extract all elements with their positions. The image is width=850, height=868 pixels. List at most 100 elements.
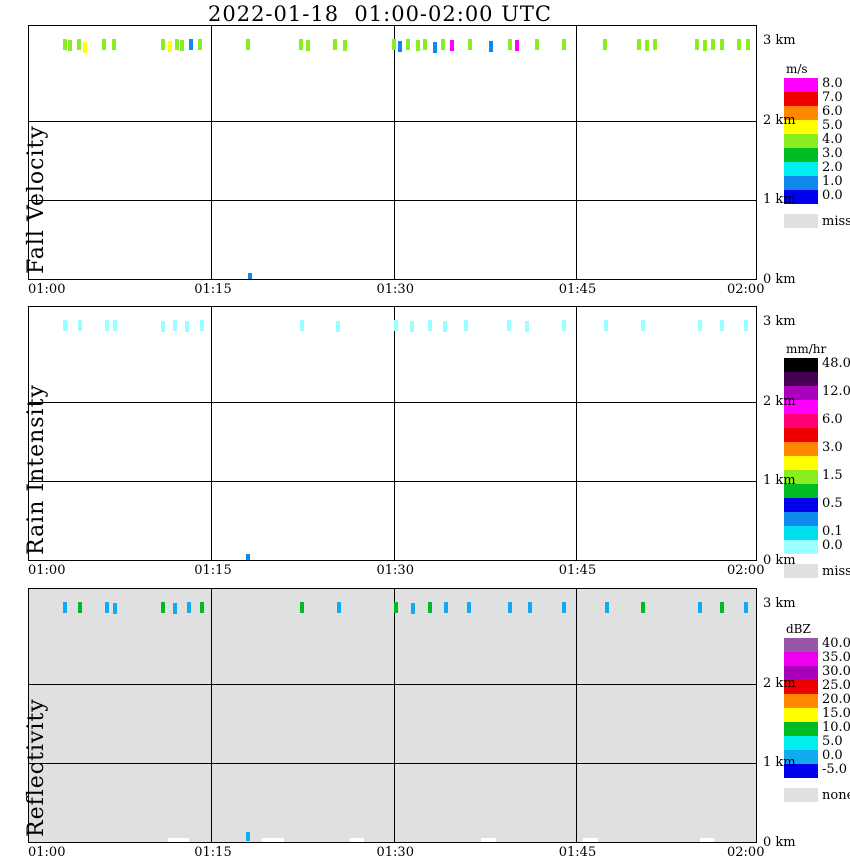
data-mark: [78, 601, 83, 613]
data-mark: [180, 40, 185, 52]
gridline-vertical: [211, 589, 213, 842]
colorbar-missing-swatch: [784, 214, 818, 228]
colorbar-unit-label: dBZ: [786, 622, 811, 636]
data-mark: [300, 319, 305, 331]
colorbar-band: [784, 470, 818, 484]
data-mark: [199, 601, 204, 613]
colorbar-band: [784, 666, 818, 680]
x-axis-tick-label: 01:15: [194, 282, 232, 297]
data-mark: [333, 38, 338, 50]
x-axis-tick-label: 02:00: [727, 563, 765, 578]
gridline-vertical: [393, 26, 395, 279]
colorbar-tick-label: 0.5: [822, 496, 843, 511]
data-mark: [102, 38, 107, 50]
colorbar-band: [784, 372, 818, 386]
colorbar-band: [784, 190, 818, 204]
no-data-patch: [480, 838, 496, 842]
colorbar-band: [784, 134, 818, 148]
no-data-patch: [349, 838, 365, 842]
colorbar-band: [784, 92, 818, 106]
axis-title-reflectivity: Reflectivity: [24, 698, 49, 837]
data-mark: [160, 38, 165, 50]
data-mark: [719, 38, 724, 50]
data-mark: [640, 319, 645, 331]
data-mark: [198, 38, 203, 50]
data-mark: [442, 321, 447, 333]
colorbar-tick-label: 1.0: [822, 174, 843, 189]
data-mark: [427, 601, 432, 613]
data-mark: [468, 38, 473, 50]
colorbar-band: [784, 750, 818, 764]
x-axis-tick-label: 01:15: [194, 563, 232, 578]
data-mark: [508, 38, 513, 50]
colorbar-tick-label: 30.0: [822, 664, 850, 679]
colorbar-tick-label: 48.0: [822, 356, 850, 371]
colorbar-tick-label: 5.0: [822, 118, 843, 133]
colorbar-band: [784, 708, 818, 722]
data-mark: [248, 272, 253, 279]
data-mark: [736, 38, 741, 50]
colorbar-band: [784, 106, 818, 120]
colorbar-band: [784, 694, 818, 708]
data-mark: [112, 38, 117, 50]
x-axis-tick-label: 01:45: [558, 282, 597, 297]
data-mark: [172, 603, 177, 615]
data-mark: [719, 601, 724, 613]
gridline-vertical: [393, 589, 395, 842]
gridline-vertical: [575, 26, 577, 279]
data-mark: [160, 321, 165, 333]
colorbar-band: [784, 764, 818, 778]
data-mark: [184, 321, 189, 333]
y-axis-tick-label: 1 km: [763, 192, 796, 208]
data-mark: [104, 601, 109, 613]
colorbar-tick-label: 40.0: [822, 636, 850, 651]
data-mark: [406, 38, 411, 50]
data-mark: [113, 603, 118, 615]
colorbar-band: [784, 498, 818, 512]
x-axis-tick-label: 01:15: [194, 845, 232, 860]
data-mark: [423, 38, 428, 50]
data-mark: [466, 601, 471, 613]
data-mark: [464, 319, 469, 331]
x-axis-tick-label: 01:00: [28, 563, 66, 578]
data-mark: [743, 319, 748, 331]
axis-title-fall-velocity: Fall Velocity: [24, 125, 49, 274]
colorbar-tick-label: 3.0: [822, 146, 843, 161]
data-mark: [488, 41, 493, 53]
data-mark: [199, 319, 204, 331]
gridline-horizontal: [29, 481, 756, 483]
data-mark: [602, 38, 607, 50]
no-data-patch: [167, 838, 190, 842]
data-mark: [525, 321, 530, 333]
data-mark: [697, 601, 702, 613]
colorbar-band: [784, 148, 818, 162]
no-data-patch: [262, 838, 285, 842]
data-mark: [449, 39, 454, 51]
y-axis-tick-label: 0 km: [763, 835, 796, 850]
colorbar-band: [784, 400, 818, 414]
no-data-patch: [699, 838, 715, 842]
colorbar-band: [784, 414, 818, 428]
data-mark: [409, 321, 414, 333]
y-axis-tick-label: 3 km: [763, 32, 796, 48]
data-mark: [335, 321, 340, 333]
colorbar-tick-label: 2.0: [822, 160, 843, 175]
data-mark: [187, 601, 192, 613]
data-mark: [743, 601, 748, 613]
x-axis-tick-label: 01:45: [558, 845, 597, 860]
colorbar-tick-label: 0.0: [822, 188, 843, 203]
data-mark: [306, 39, 311, 51]
colorbar-tick-label: 25.0: [822, 678, 850, 693]
gridline-horizontal: [29, 683, 756, 685]
data-mark: [299, 38, 304, 50]
y-axis-tick-label: 3 km: [763, 313, 796, 329]
data-mark: [245, 553, 250, 560]
colorbar-missing-swatch: [784, 788, 818, 802]
colorbar-band: [784, 736, 818, 750]
colorbar-tick-label: -5.0: [822, 762, 848, 777]
data-mark: [695, 38, 700, 50]
colorbar-band: [784, 484, 818, 498]
data-mark: [645, 39, 650, 51]
gridline-vertical: [211, 307, 213, 560]
data-mark: [561, 319, 566, 331]
